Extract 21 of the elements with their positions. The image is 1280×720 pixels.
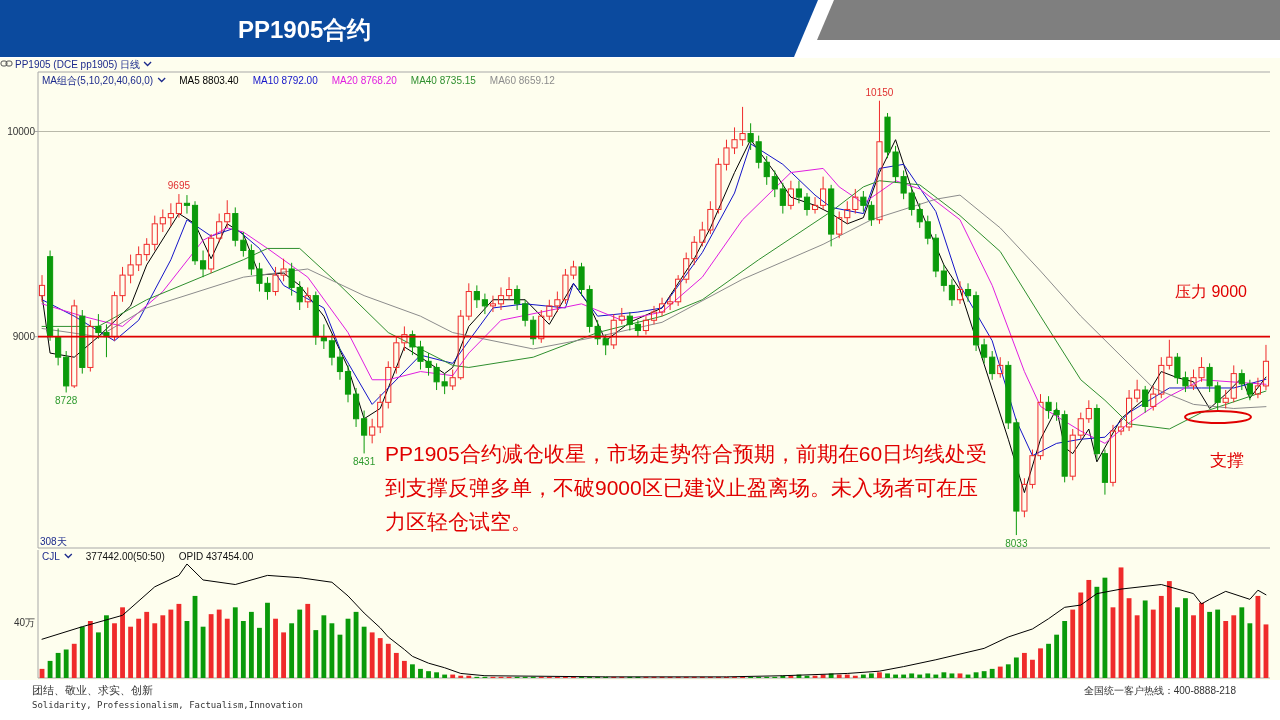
annotation: 308天 xyxy=(40,536,67,547)
legend-title: MA组合(5,10,20,40,60,0) xyxy=(42,75,154,86)
y-tick-label: 10000 xyxy=(7,126,36,137)
y-tick-label: 9000 xyxy=(12,331,36,343)
text: 团结、敬业、求实、创新 xyxy=(32,684,153,696)
annotation: 8033 xyxy=(1005,538,1028,550)
header: PP1905合约 PP1905 (DCE pp1905) 日线 MA组合(5,10,20,40,60,0) MA5 8803.40 MA10 8792.00 MA20 8768.20 MA40 8735.15 MA60 8659.12 xyxy=(0,16,555,86)
text: 全国统一客户热线：400-8888-218 xyxy=(1083,685,1237,696)
annotations: 40万 xyxy=(13,617,35,628)
annotation: 9695 xyxy=(167,180,191,192)
text: Solidarity, Professionalism, Factualism,Innovation xyxy=(32,700,303,710)
chart-title: CJL xyxy=(42,551,61,562)
annotation: 8431 xyxy=(352,456,376,468)
annotation: 支撑 xyxy=(1210,451,1244,470)
chart-subtitle: PP1905 (DCE pp1905) 日线 xyxy=(15,59,141,70)
annotation: PP1905合约减仓收星，市场走势符合预期，前期在60日均线处受到支撑反弹多单，不破9000区已建议止盈离场。未入场者可在压力区轻仓试空。 xyxy=(385,441,989,535)
annotation: 10150 xyxy=(865,86,894,98)
ref-line-label: 压力 9000 xyxy=(1174,282,1248,300)
chart-title: PP1905合约 xyxy=(238,16,372,43)
annotation: 8728 xyxy=(55,395,78,407)
header: CJL 377442.00(50:50) OPID 437454.00 xyxy=(42,551,254,562)
